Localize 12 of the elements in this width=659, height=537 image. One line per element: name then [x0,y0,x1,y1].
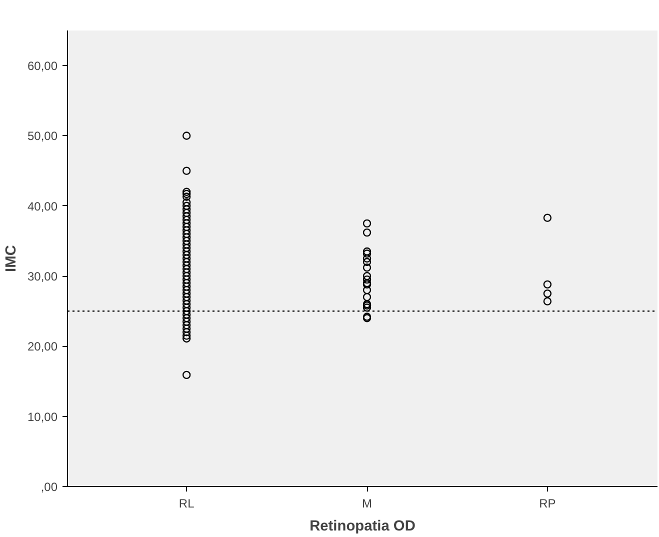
x-tick-label: RL [178,496,195,510]
y-tick-label: 60,00 [27,59,58,74]
y-tick-label: 40,00 [27,199,58,214]
x-tick-label: M [362,496,372,510]
x-tick-label: RP [539,496,556,510]
y-tick-label: 10,00 [27,410,58,424]
y-tick-label: ,00 [40,480,58,494]
y-tick-label: 50,00 [27,129,58,144]
x-axis-title: Retinopatia OD [310,518,416,534]
y-axis-title: IMC [3,244,20,272]
y-tick-label: 30,00 [27,270,58,284]
y-tick-label: 20,00 [27,340,58,354]
